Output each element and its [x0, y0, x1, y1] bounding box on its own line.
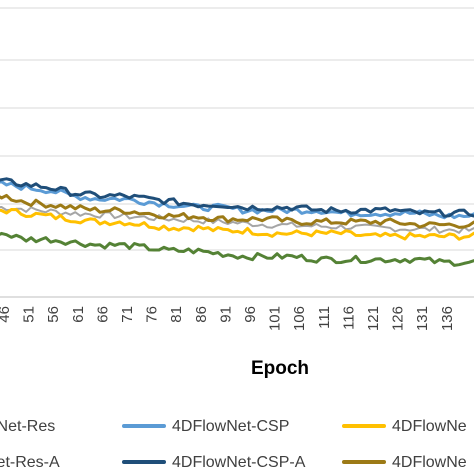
series-lines: [0, 177, 474, 267]
x-tick-label: 126: [390, 306, 407, 331]
x-tick-label: 61: [70, 306, 87, 323]
x-tick-label: 96: [242, 306, 259, 323]
x-tick-label: 116: [340, 306, 357, 330]
x-tick-label: 71: [119, 306, 136, 323]
gridlines: [0, 7, 474, 251]
series-line-2: [0, 180, 474, 220]
x-tick-label: 56: [45, 306, 62, 323]
series-line-4: [0, 177, 474, 218]
x-axis-title: Epoch: [251, 358, 309, 379]
x-tick-label: 101: [267, 306, 284, 331]
legend-label: 4DFlowNe: [392, 418, 467, 435]
legend-label: 4DFlowNet-CSP: [172, 418, 289, 435]
x-tick-label: 136: [439, 306, 456, 331]
x-tick-labels: 46 51 56 61 66 71 76 81 86 91 96 101 106 111 116 121 126…: [0, 306, 456, 331]
legend-item: 4DFlowNe: [342, 418, 467, 435]
legend-label: wNet-Res: [0, 418, 55, 435]
x-tick-label: 81: [168, 306, 185, 323]
x-tick-label: 91: [217, 306, 234, 323]
series-line-5: [0, 208, 474, 241]
x-tick-label: 121: [365, 306, 382, 331]
x-tick-label: 76: [144, 306, 161, 323]
legend: wNet-Res 4DFlowNet-CSP 4DFlowNe Net-Res-A 4D…: [0, 418, 467, 471]
x-tick-label: 46: [0, 306, 13, 323]
series-line-6: [0, 193, 474, 229]
legend-item: Net-Res-A: [0, 454, 60, 471]
series-line-3: [0, 231, 474, 267]
x-tick-label: 131: [414, 306, 431, 331]
legend-label: Net-Res-A: [0, 454, 60, 471]
series-line-1: [0, 206, 474, 234]
x-tick-label: 51: [21, 306, 38, 323]
x-tick-label: 106: [291, 306, 308, 331]
x-tick-label: 86: [193, 306, 210, 323]
legend-item: 4DFlowNet-CSP-A: [122, 454, 306, 471]
legend-item: 4DFlowNet-CSP: [122, 418, 289, 435]
x-tick-label: 66: [94, 306, 111, 323]
x-tick-label: 111: [316, 306, 333, 329]
legend-label: 4DFlowNet-CSP-A: [172, 454, 306, 471]
legend-item: 4DFlowNe: [342, 454, 467, 471]
legend-label: 4DFlowNe: [392, 454, 467, 471]
legend-item: wNet-Res: [0, 418, 55, 435]
